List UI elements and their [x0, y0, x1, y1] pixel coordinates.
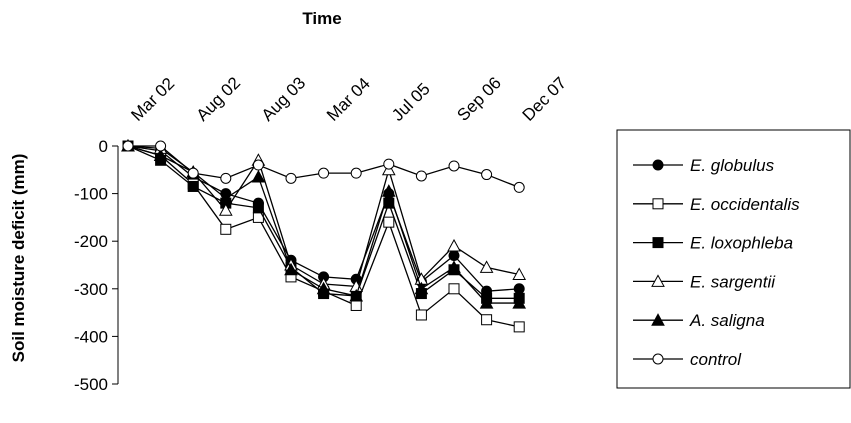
y-tick-label: -500	[74, 375, 108, 394]
legend-marker	[652, 198, 664, 210]
legend-marker	[652, 159, 664, 171]
data-point	[383, 158, 395, 170]
data-point	[251, 169, 266, 183]
data-point	[512, 267, 527, 281]
data-point	[349, 288, 364, 302]
data-point	[153, 148, 168, 162]
legend-marker	[651, 313, 665, 326]
legend-label: E. globulus	[690, 156, 775, 175]
data-point	[285, 172, 297, 184]
data-point	[448, 160, 460, 172]
data-point	[447, 238, 461, 252]
data-point	[218, 203, 233, 216]
data-point	[381, 184, 396, 197]
legend-marker	[652, 353, 664, 365]
data-point	[383, 216, 395, 228]
x-tick-label: Aug 03	[258, 73, 310, 125]
x-axis-title: Time	[302, 9, 341, 28]
data-point	[479, 260, 494, 273]
data-point	[415, 170, 427, 182]
data-point	[479, 296, 494, 309]
data-point	[512, 296, 527, 309]
data-point	[252, 159, 264, 171]
y-tick-label: 0	[99, 137, 108, 156]
data-point	[414, 281, 429, 295]
data-point	[481, 314, 493, 326]
data-point	[122, 140, 134, 152]
data-point	[316, 281, 331, 295]
legend-label: E. sargentii	[690, 272, 776, 291]
data-point	[481, 169, 493, 181]
data-point	[383, 197, 395, 209]
y-tick-label: -300	[74, 280, 108, 299]
legend-label: E. occidentalis	[690, 195, 800, 214]
data-point	[187, 180, 199, 192]
legend-box	[616, 129, 851, 389]
x-tick-label: Sep 06	[453, 73, 505, 125]
y-tick-label: -100	[74, 185, 108, 204]
data-point	[350, 299, 362, 311]
legend-marker	[652, 237, 664, 249]
x-tick-label: Mar 02	[127, 74, 178, 125]
y-tick-label: -200	[74, 232, 108, 251]
legend-label: A. saligna	[689, 311, 765, 330]
data-point	[448, 283, 460, 295]
data-point	[252, 202, 264, 214]
legend-label: E. loxophleba	[690, 234, 793, 253]
data-point	[513, 283, 525, 295]
x-tick-label: Aug 02	[193, 73, 245, 125]
data-point	[155, 140, 167, 152]
y-tick-label: -400	[74, 327, 108, 346]
x-tick-label: Jul 05	[388, 79, 434, 125]
data-point	[513, 321, 525, 333]
data-point	[220, 172, 232, 184]
x-tick-label: Dec 07	[519, 73, 571, 125]
data-point	[220, 223, 232, 235]
x-tick-label: Mar 04	[323, 74, 374, 125]
data-point	[350, 167, 362, 179]
y-axis-title: Soil moisture deficit (mm)	[9, 154, 28, 363]
data-point	[415, 309, 427, 321]
data-point	[284, 262, 298, 276]
data-point	[218, 191, 233, 204]
legend-label: control	[690, 350, 742, 369]
data-point	[318, 167, 330, 179]
data-point	[448, 249, 460, 261]
legend-marker	[651, 274, 665, 287]
data-point	[447, 260, 461, 273]
data-point	[187, 167, 199, 179]
data-point	[513, 181, 525, 193]
